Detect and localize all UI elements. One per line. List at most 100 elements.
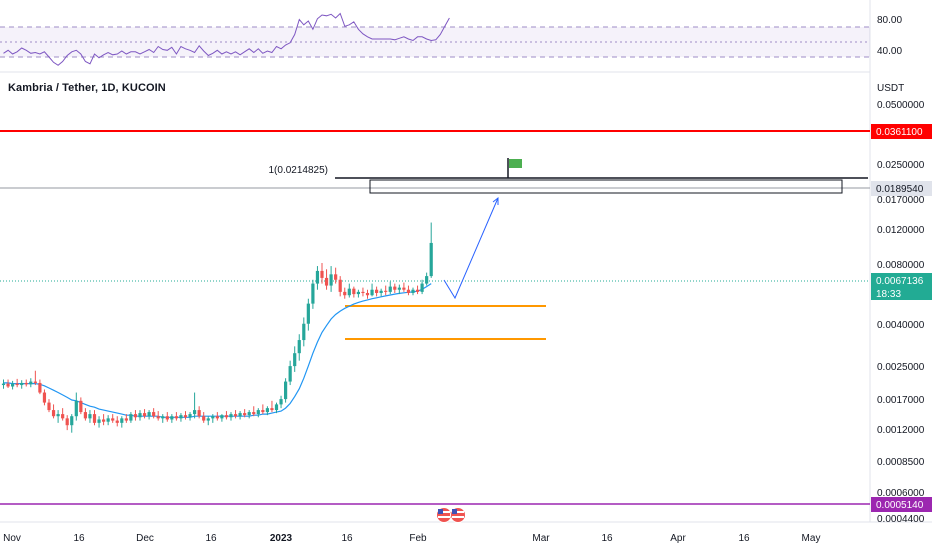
candle[interactable]	[97, 416, 101, 428]
candle[interactable]	[51, 404, 56, 419]
candle[interactable]	[315, 266, 320, 290]
candle[interactable]	[138, 410, 142, 421]
candle[interactable]	[156, 411, 160, 421]
price-axis[interactable]: USDT 0.0500000 0.0250000 0.0170000 0.012…	[877, 83, 925, 525]
support-price-tag[interactable]: 0.0005140	[871, 497, 932, 512]
candle[interactable]	[343, 287, 347, 299]
candle[interactable]	[124, 414, 128, 423]
candle[interactable]	[406, 285, 411, 296]
candle[interactable]	[15, 378, 19, 388]
candle[interactable]	[402, 282, 406, 292]
candle[interactable]	[79, 397, 83, 415]
candle[interactable]	[29, 378, 33, 388]
target-zone-box[interactable]	[369, 179, 843, 194]
candle[interactable]	[102, 414, 106, 426]
candle[interactable]	[24, 379, 28, 387]
candle[interactable]	[415, 285, 420, 295]
candle[interactable]	[152, 408, 156, 419]
candle[interactable]	[229, 412, 233, 421]
candle[interactable]	[197, 406, 201, 419]
candle[interactable]	[334, 267, 338, 284]
candle[interactable]	[106, 415, 110, 426]
candle[interactable]	[306, 298, 310, 331]
candle[interactable]	[324, 269, 329, 290]
candle[interactable]	[356, 289, 360, 298]
candle[interactable]	[142, 409, 147, 419]
candle[interactable]	[284, 378, 288, 403]
us-event-icon[interactable]	[436, 507, 452, 523]
candle[interactable]	[111, 414, 115, 423]
candle[interactable]	[265, 406, 269, 416]
candle[interactable]	[370, 283, 374, 297]
flag-icon[interactable]	[507, 158, 522, 178]
candle[interactable]	[188, 412, 192, 421]
candle[interactable]	[338, 276, 342, 297]
candle[interactable]	[352, 286, 356, 298]
candle[interactable]	[61, 408, 65, 421]
candle[interactable]	[161, 414, 165, 423]
candle[interactable]	[115, 416, 119, 427]
candle[interactable]	[393, 283, 397, 293]
candle[interactable]	[429, 222, 433, 278]
time-axis[interactable]: Nov 16 Dec 16 2023 16 Feb Mar 16 Apr 16 …	[3, 533, 820, 544]
candle[interactable]	[147, 410, 151, 420]
candle[interactable]	[202, 412, 206, 423]
candle[interactable]	[33, 370, 37, 386]
candle[interactable]	[1, 379, 6, 389]
candle[interactable]	[38, 379, 42, 395]
candle[interactable]	[320, 262, 324, 284]
candle[interactable]	[365, 289, 370, 299]
candle[interactable]	[329, 266, 333, 292]
candle[interactable]	[20, 380, 24, 389]
candle[interactable]	[83, 408, 87, 421]
candle[interactable]	[347, 283, 351, 298]
candle[interactable]	[174, 412, 178, 421]
candle[interactable]	[252, 406, 256, 417]
candle[interactable]	[270, 400, 274, 413]
candle[interactable]	[397, 284, 401, 295]
candle[interactable]	[70, 414, 74, 433]
candle[interactable]	[193, 392, 197, 419]
candle[interactable]	[247, 410, 251, 419]
candle[interactable]	[56, 410, 60, 423]
candle[interactable]	[420, 279, 424, 295]
candle[interactable]	[261, 404, 265, 415]
candle[interactable]	[297, 334, 301, 361]
candle[interactable]	[224, 411, 229, 420]
candle[interactable]	[129, 412, 133, 423]
candle[interactable]	[220, 414, 224, 422]
candle[interactable]	[388, 281, 392, 295]
candle[interactable]	[165, 412, 169, 422]
candle[interactable]	[120, 416, 124, 428]
candle[interactable]	[233, 410, 238, 419]
candle[interactable]	[384, 285, 388, 296]
candle[interactable]	[274, 402, 279, 414]
candle[interactable]	[170, 414, 174, 423]
candle[interactable]	[243, 409, 247, 418]
candle[interactable]	[92, 410, 97, 426]
candle[interactable]	[6, 379, 10, 388]
candle[interactable]	[133, 410, 138, 421]
candle[interactable]	[256, 408, 260, 418]
candle[interactable]	[302, 317, 306, 347]
projection-arrow[interactable]	[443, 196, 499, 300]
candle[interactable]	[288, 360, 292, 386]
candle[interactable]	[65, 415, 69, 431]
candle[interactable]	[279, 395, 283, 409]
resistance-price-tag[interactable]: 0.0361100	[871, 124, 932, 139]
zone-price-tag[interactable]: 0.0189540	[871, 181, 932, 196]
candle[interactable]	[47, 399, 51, 413]
candle[interactable]	[293, 346, 297, 372]
candle[interactable]	[11, 380, 15, 390]
candle[interactable]	[215, 412, 219, 421]
last-price-tag[interactable]: 0.0067136 18:33	[871, 273, 932, 300]
candle[interactable]	[425, 272, 429, 286]
candle[interactable]	[311, 279, 315, 309]
us-event-icon[interactable]	[450, 507, 466, 523]
candle[interactable]	[379, 288, 383, 297]
candle[interactable]	[88, 410, 92, 423]
candle[interactable]	[183, 411, 188, 420]
candle[interactable]	[74, 392, 78, 421]
candle[interactable]	[42, 389, 47, 406]
